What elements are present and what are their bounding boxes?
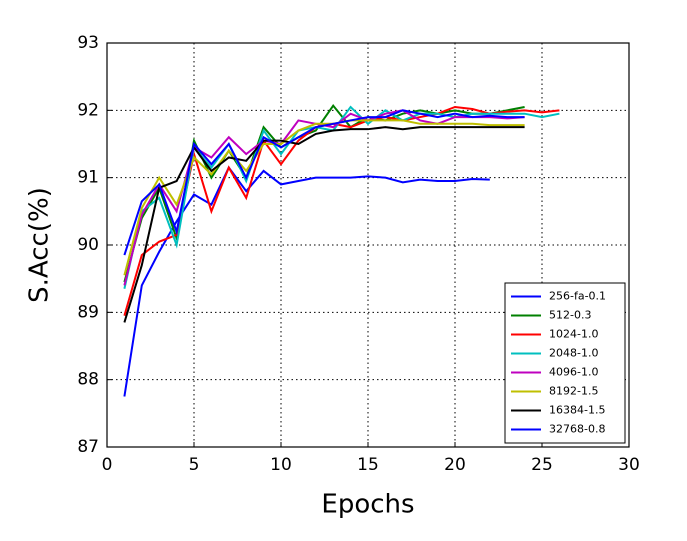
legend-box: [504, 282, 626, 444]
legend-label: 512-0.3: [549, 309, 591, 322]
y-tick-label: 87: [77, 437, 99, 457]
series-line: [123, 105, 560, 316]
series-line: [123, 105, 560, 289]
x-tick-label: 20: [444, 455, 466, 475]
legend-label: 16384-1.5: [549, 404, 605, 417]
series-line: [123, 165, 490, 397]
y-tick-label: 89: [77, 302, 99, 322]
legend-label: 256-fa-0.1: [549, 290, 606, 303]
y-tick-label: 93: [77, 33, 99, 53]
x-tick-label: 15: [357, 455, 379, 475]
series-line: [123, 119, 525, 276]
series-line: [123, 109, 525, 256]
x-tick-label: 25: [531, 455, 553, 475]
y-tick-label: 90: [77, 235, 99, 255]
y-tick-label: 88: [77, 370, 99, 390]
x-tick-label: 10: [270, 455, 292, 475]
y-tick-label: 92: [77, 100, 99, 120]
x-tick-label: 5: [189, 455, 200, 475]
y-tick-label: 91: [77, 168, 99, 188]
legend-label: 4096-1.0: [549, 366, 598, 379]
legend: 256-fa-0.1 512-0.3 1024-1.0 2048-1.0 4096-1.…: [504, 282, 626, 444]
legend-label: 2048-1.0: [549, 347, 598, 360]
plot-frame: [106, 42, 630, 448]
legend-label: 32768-0.8: [549, 423, 605, 436]
y-axis-label: S.Acc(%): [25, 187, 55, 303]
x-tick-label: 30: [618, 455, 640, 475]
legend-label: 1024-1.0: [549, 328, 598, 341]
series-line: [123, 126, 525, 323]
legend-label: 8192-1.5: [549, 385, 598, 398]
x-axis-label: Epochs: [321, 490, 414, 520]
x-tick-label: 0: [102, 455, 113, 475]
